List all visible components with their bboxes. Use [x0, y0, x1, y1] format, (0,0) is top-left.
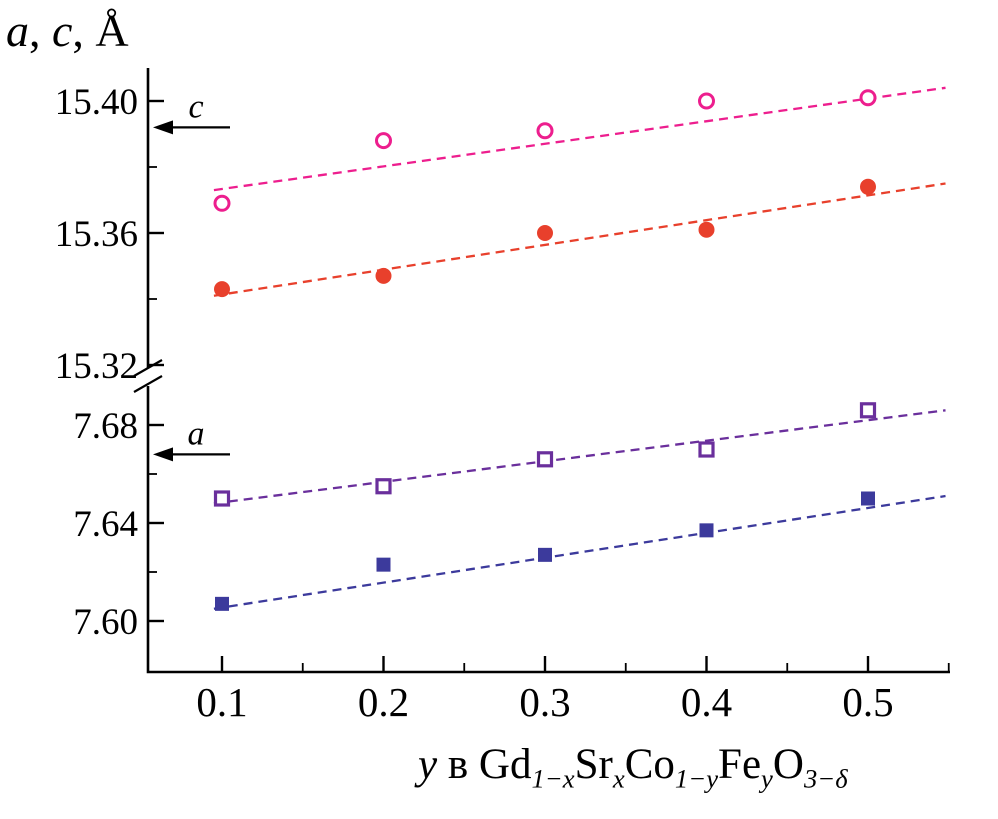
- label-fragment: Co: [624, 741, 675, 788]
- c-open-circles-point: [213, 194, 231, 212]
- a-open-squares-point: [698, 441, 715, 458]
- a-filled-squares-point: [538, 547, 552, 562]
- c-open-circles-point: [698, 92, 715, 110]
- axis-break-mark: [133, 359, 163, 377]
- label-fragment: O: [772, 741, 804, 788]
- y-tick-label: 7.68: [73, 406, 138, 447]
- arrow-head-a: [153, 447, 173, 462]
- x-tick-label: 0.1: [196, 679, 247, 725]
- a-filled-squares-trend-line: [213, 494, 946, 610]
- label-fragment: y: [418, 741, 438, 788]
- arrow-head-c: [153, 120, 173, 135]
- c-filled-circles-trend-line: [213, 182, 946, 297]
- axis-line: [146, 68, 950, 674]
- label-fragment: Gd: [478, 741, 532, 788]
- y-tick-label: 15.40: [55, 82, 138, 123]
- c-filled-circles-point: [214, 281, 230, 298]
- y-tick-label: 15.36: [55, 214, 138, 255]
- c-filled-circles-point: [860, 178, 876, 195]
- annotation-label-a: a: [188, 415, 205, 452]
- x-tick-label: 0.3: [519, 679, 570, 725]
- a-filled-squares-point: [699, 523, 714, 538]
- label-fragment: ,: [29, 5, 52, 56]
- a-open-squares-point: [375, 478, 392, 495]
- label-fragment: Sr: [574, 741, 613, 788]
- c-open-circles-point: [859, 89, 877, 107]
- a-filled-squares-point: [861, 491, 875, 506]
- c-open-circles-point: [375, 132, 392, 150]
- annotation-label-c: c: [188, 88, 203, 125]
- label-fragment: в: [437, 741, 479, 788]
- a-open-squares-point: [859, 402, 877, 419]
- y-tick-label: 7.60: [73, 602, 138, 643]
- label-fragment: 1−x: [531, 763, 575, 794]
- label-fragment: x: [612, 763, 625, 794]
- label-fragment: Fe: [718, 741, 762, 788]
- c-open-circles-point: [536, 122, 554, 140]
- c-filled-circles-point: [698, 221, 715, 238]
- x-tick-label: 0.5: [842, 679, 893, 725]
- axis-break-mark: [133, 375, 163, 393]
- y-axis-title: a, c, Å: [6, 4, 129, 57]
- label-fragment: c: [52, 5, 73, 56]
- label-fragment: 3−δ: [803, 763, 848, 794]
- c-filled-circles-point: [537, 225, 553, 241]
- label-fragment: , Å: [72, 5, 129, 56]
- a-open-squares-point: [213, 490, 231, 507]
- y-tick-label: 15.32: [55, 346, 138, 387]
- y-tick-label: 7.64: [73, 504, 138, 545]
- c-open-circles-trend-line: [213, 86, 946, 192]
- x-axis-label: y в Gd1−xSrxCo1−yFeyO3−δ: [418, 740, 848, 794]
- label-fragment: y: [761, 763, 773, 794]
- c-filled-circles-point: [375, 267, 392, 284]
- a-open-squares-trend-line: [213, 409, 946, 505]
- a-filled-squares-point: [215, 596, 229, 611]
- label-fragment: 1−y: [674, 763, 719, 794]
- a-open-squares-point: [536, 451, 554, 468]
- x-tick-label: 0.2: [358, 679, 409, 725]
- label-fragment: a: [6, 5, 29, 56]
- x-tick-label: 0.4: [681, 679, 732, 725]
- a-filled-squares-point: [376, 557, 391, 572]
